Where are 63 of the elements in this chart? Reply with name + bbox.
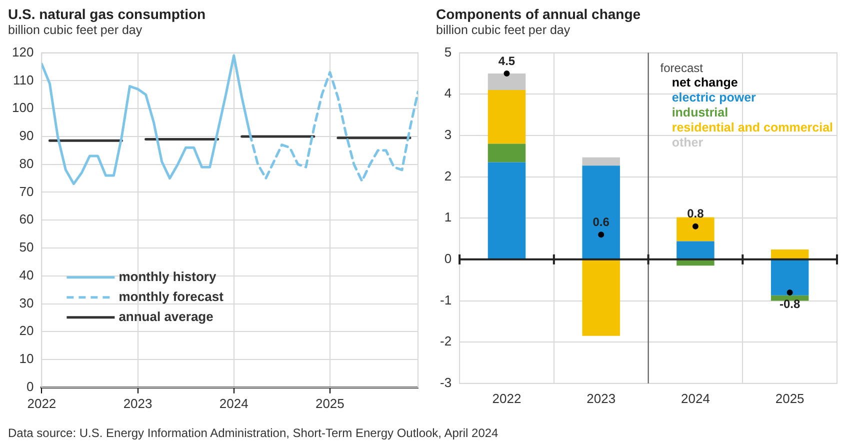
y-tick-label: 50: [19, 240, 34, 255]
point: [504, 70, 510, 76]
y-tick-label: 0: [444, 251, 452, 266]
text: industrial: [672, 105, 728, 120]
bar: [770, 250, 809, 259]
text: electric power: [672, 90, 756, 104]
point: [786, 289, 793, 296]
data-label: 0.6: [592, 214, 610, 229]
data-label: -0.8: [779, 296, 800, 311]
x-tick-label: 2023: [586, 390, 616, 406]
y-tick-label: 2: [444, 168, 452, 184]
chart-title: Components of annual change: [436, 6, 642, 22]
bar: [770, 260, 809, 296]
y-tick-label: 10: [19, 351, 34, 366]
y-tick-label: 30: [19, 295, 34, 310]
text: net change: [672, 75, 738, 90]
y-tick-label: -3: [440, 374, 452, 390]
bar: [488, 90, 526, 144]
bar: [582, 166, 620, 259]
x-tick-label: 2025: [315, 396, 344, 411]
bar: [488, 162, 526, 259]
bar: [488, 144, 526, 162]
bar: [676, 241, 714, 259]
legend-label: monthly history: [118, 268, 217, 284]
y-tick-label: 4: [444, 86, 452, 101]
x-tick-label: 2025: [775, 390, 804, 406]
y-tick-label: 3: [444, 127, 452, 142]
y-tick-label: 60: [19, 212, 34, 227]
y-tick-label: 0: [26, 378, 34, 394]
x-tick-label: 2024: [219, 396, 248, 411]
point: [692, 223, 698, 230]
bar: [582, 260, 620, 336]
y-tick-label: 1: [444, 210, 452, 225]
bar: [582, 157, 620, 166]
x-tick-label: 2024: [681, 390, 710, 406]
y-tick-label: 100: [12, 100, 34, 116]
x-tick-label: 2023: [123, 396, 152, 411]
y-tick-label: 40: [19, 267, 34, 282]
legend-label: monthly forecast: [118, 288, 224, 304]
bar: [770, 295, 809, 301]
y-tick-label: -1: [440, 292, 452, 308]
y-tick-label: 110: [12, 72, 34, 88]
data-label: 4.5: [498, 54, 516, 68]
data-label: 0.8: [687, 206, 704, 221]
source-note: Data source: U.S. Energy Information Administration, Short-Term Energy Outlook, April 2024: [8, 426, 498, 440]
chart-subtitle: billion cubic feet per day: [8, 23, 144, 37]
text: residential and commercial: [672, 120, 834, 134]
x-tick-label: 2022: [492, 390, 522, 406]
ref-line-label: forecast: [660, 61, 704, 76]
y-tick-label: 90: [19, 128, 34, 144]
y-tick-label: 120: [12, 44, 34, 60]
y-tick-label: 80: [19, 156, 34, 171]
y-tick-label: -2: [440, 334, 452, 349]
chart-title: U.S. natural gas consumption: [8, 6, 207, 22]
bar: [676, 217, 714, 242]
bar: [488, 73, 526, 90]
y-tick-label: 70: [19, 184, 34, 199]
y-tick-label: 5: [444, 44, 452, 60]
legend-label: annual average: [118, 308, 214, 324]
x-tick-label: 2022: [27, 396, 56, 411]
y-tick-label: 20: [19, 323, 34, 338]
point: [598, 232, 604, 238]
chart-subtitle: billion cubic feet per day: [436, 23, 572, 37]
